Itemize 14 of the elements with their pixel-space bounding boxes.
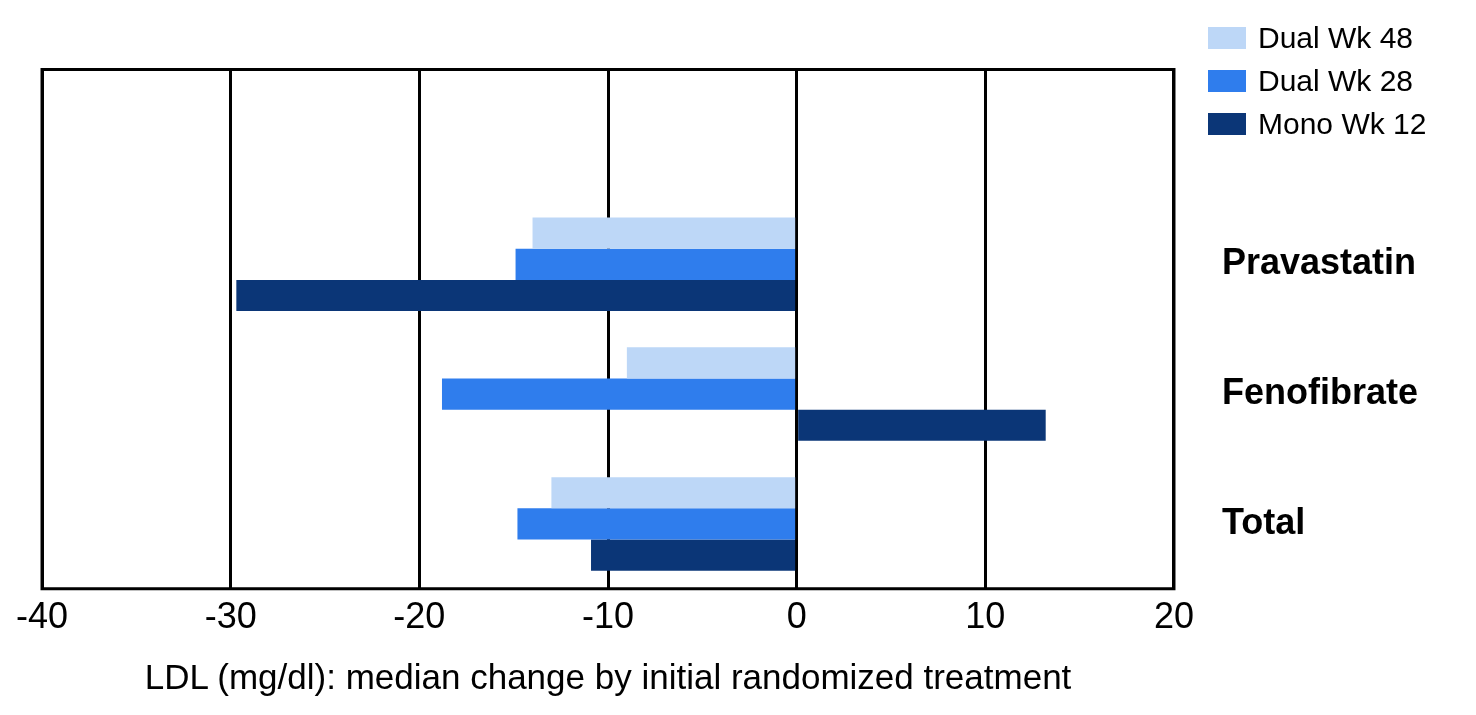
y-tick-label: Pravastatin xyxy=(1221,241,1417,283)
x-tick-label: -20 xyxy=(393,595,446,637)
x-tick-label: -10 xyxy=(581,595,635,637)
x-tick-label: -30 xyxy=(204,595,257,637)
x-tick-label: 0 xyxy=(786,595,807,637)
legend-label: Dual Wk 48 xyxy=(1258,20,1414,56)
legend-label: Mono Wk 12 xyxy=(1258,106,1427,142)
x-tick-label: 20 xyxy=(1153,595,1195,637)
x-tick-label: -40 xyxy=(16,595,69,637)
y-tick-label: Fenofibrate xyxy=(1221,371,1418,413)
x-axis-title: LDL (mg/dl): median change by initial randomized treatment xyxy=(144,656,1072,696)
legend-label: Dual Wk 28 xyxy=(1258,63,1414,99)
x-tick-label: 10 xyxy=(965,595,1006,637)
y-tick-label: Total xyxy=(1221,500,1306,542)
